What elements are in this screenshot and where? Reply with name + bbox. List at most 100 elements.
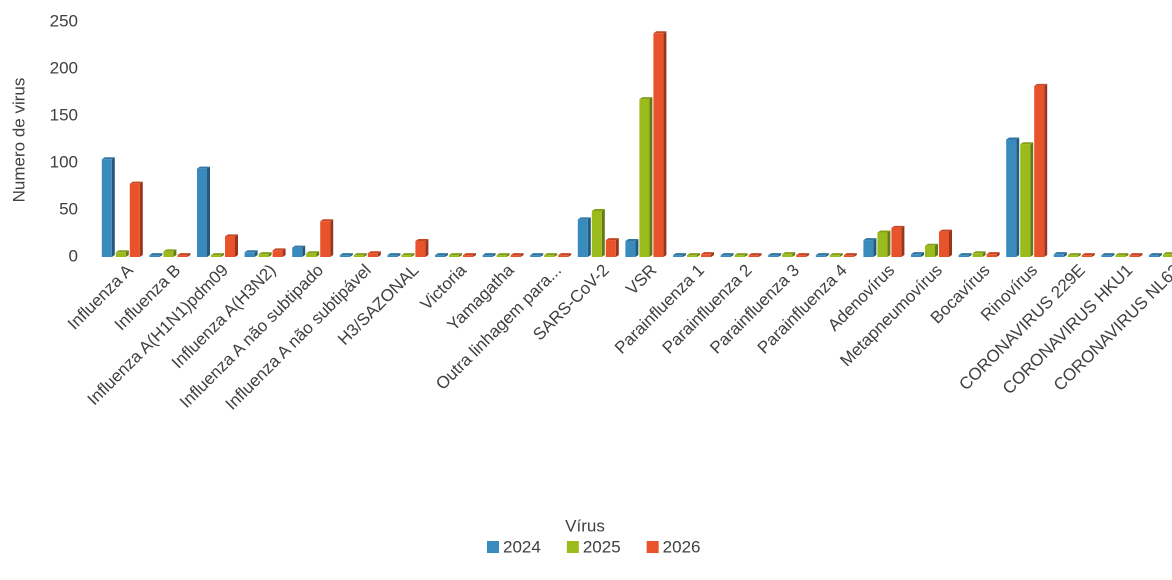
bar-top: [748, 253, 762, 256]
bar: [197, 168, 207, 257]
bar-top: [1149, 253, 1162, 256]
bar-top: [591, 208, 605, 211]
bar-side: [935, 243, 938, 257]
bar-top: [482, 253, 496, 256]
bar-top: [911, 252, 924, 255]
bar: [320, 221, 331, 257]
bar-side: [730, 253, 734, 257]
bar-top: [925, 243, 938, 246]
bar-top: [449, 253, 462, 256]
bar: [272, 250, 283, 257]
bar: [891, 227, 902, 257]
bar: [986, 254, 997, 257]
bar: [673, 255, 683, 257]
bar-side: [1077, 253, 1081, 257]
bar-top: [625, 239, 639, 242]
bar-side: [349, 253, 353, 257]
bar: [768, 255, 779, 257]
bar-side: [282, 248, 286, 257]
bar-top: [1129, 253, 1143, 256]
bar-side: [459, 253, 462, 257]
bar: [748, 255, 759, 257]
bar: [1101, 255, 1112, 257]
bar-side: [873, 238, 877, 257]
bar-side: [711, 252, 714, 257]
bar-side: [445, 253, 448, 257]
legend-label: 2024: [503, 537, 541, 556]
bar: [510, 255, 521, 257]
bar-side: [411, 253, 415, 257]
bar-side: [520, 253, 524, 257]
bar: [258, 254, 269, 257]
bar-side: [901, 225, 905, 257]
bar-side: [697, 253, 700, 257]
bar-side: [207, 166, 210, 257]
bar-top: [1101, 253, 1115, 256]
bar: [463, 255, 473, 257]
bar-top: [115, 250, 129, 253]
bar-side: [111, 157, 115, 257]
bar: [115, 252, 126, 257]
bar: [1006, 139, 1017, 257]
bar-top: [367, 251, 381, 254]
bar-side: [649, 97, 653, 257]
bar: [843, 255, 854, 257]
bar: [1129, 255, 1140, 257]
bar-top: [353, 253, 367, 256]
bar-side: [235, 234, 238, 257]
bar: [177, 255, 188, 257]
bar: [877, 232, 888, 257]
bar: [734, 255, 745, 257]
y-axis-title: Numero de virus: [9, 78, 28, 203]
bar: [1081, 255, 1092, 257]
bar-side: [635, 239, 639, 257]
legend-label: 2026: [663, 537, 701, 556]
bar: [292, 247, 303, 257]
bar: [387, 255, 398, 257]
bar-side: [159, 253, 163, 257]
bar-top: [687, 253, 700, 256]
bar-top: [1067, 253, 1081, 256]
bar-side: [615, 238, 619, 257]
bar-side: [173, 249, 177, 257]
bar-side: [1044, 83, 1048, 257]
bar-top: [510, 253, 524, 256]
bar: [530, 255, 541, 257]
bar: [558, 255, 569, 257]
bar: [701, 254, 711, 257]
x-axis-title: Vírus: [565, 516, 605, 535]
bar-side: [1159, 253, 1162, 257]
bar: [1053, 254, 1064, 257]
bar-top: [734, 253, 748, 256]
bar-side: [982, 251, 986, 257]
bar-side: [377, 251, 381, 257]
y-tick-label: 200: [50, 58, 78, 77]
bar-side: [853, 253, 857, 257]
y-tick-label: 250: [50, 11, 78, 30]
bar: [367, 253, 378, 257]
bar: [577, 219, 588, 257]
bar: [939, 231, 949, 257]
bar-top: [829, 253, 843, 256]
y-tick-label: 50: [59, 199, 78, 218]
bar-top: [101, 157, 115, 160]
bar: [449, 255, 459, 257]
bar-top: [939, 229, 952, 232]
bar: [1020, 144, 1031, 257]
bar: [687, 255, 697, 257]
bar-side: [949, 229, 952, 257]
bar-side: [302, 245, 306, 257]
bar-side: [778, 253, 782, 257]
bar-side: [996, 252, 1000, 257]
bar: [353, 255, 364, 257]
bar-top: [639, 97, 653, 100]
bar-side: [221, 253, 224, 257]
bar: [829, 255, 840, 257]
bar-top: [768, 253, 782, 256]
bar: [911, 254, 921, 257]
bar: [1034, 85, 1045, 257]
bar: [605, 240, 616, 257]
bar-side: [568, 253, 572, 257]
bar-top: [1034, 83, 1048, 86]
x-tick-label: VSR: [622, 261, 660, 299]
